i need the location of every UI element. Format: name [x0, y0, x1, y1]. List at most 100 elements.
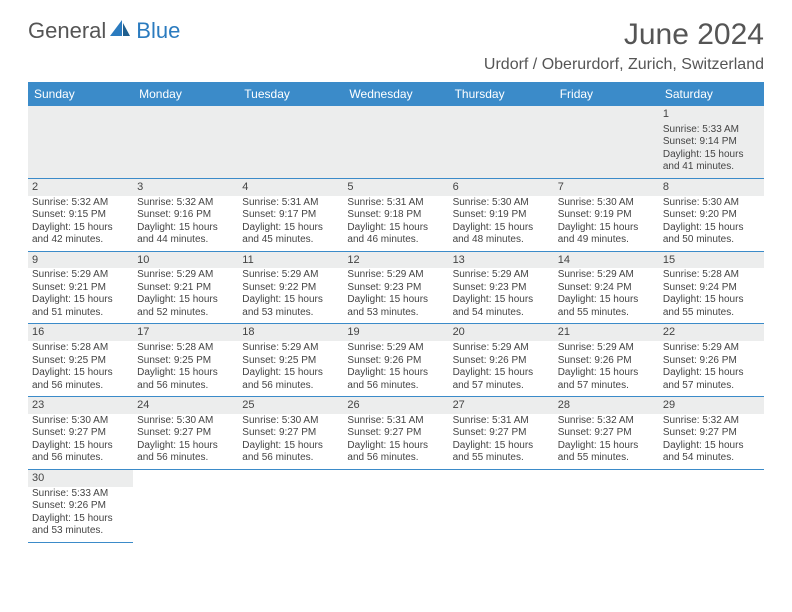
- calendar-row: 2Sunrise: 5:32 AMSunset: 9:15 PMDaylight…: [28, 178, 764, 251]
- day-number: 11: [238, 252, 343, 269]
- day-cell: 9Sunrise: 5:29 AMSunset: 9:21 PMDaylight…: [28, 251, 133, 324]
- weekday-header: Saturday: [659, 82, 764, 106]
- day-number: 29: [659, 397, 764, 414]
- day-details: Sunrise: 5:29 AMSunset: 9:21 PMDaylight:…: [137, 269, 234, 319]
- day-details: Sunrise: 5:32 AMSunset: 9:15 PMDaylight:…: [32, 197, 129, 247]
- day-number: 3: [133, 179, 238, 196]
- day-number: 27: [449, 397, 554, 414]
- day-cell: 13Sunrise: 5:29 AMSunset: 9:23 PMDayligh…: [449, 251, 554, 324]
- day-details: Sunrise: 5:29 AMSunset: 9:26 PMDaylight:…: [558, 342, 655, 392]
- weekday-header: Tuesday: [238, 82, 343, 106]
- day-cell: 30Sunrise: 5:33 AMSunset: 9:26 PMDayligh…: [28, 469, 133, 542]
- day-number: 9: [28, 252, 133, 269]
- calendar-row: 1Sunrise: 5:33 AMSunset: 9:14 PMDaylight…: [28, 106, 764, 178]
- day-details: Sunrise: 5:32 AMSunset: 9:27 PMDaylight:…: [663, 415, 760, 465]
- day-number: 26: [343, 397, 448, 414]
- day-details: Sunrise: 5:29 AMSunset: 9:21 PMDaylight:…: [32, 269, 129, 319]
- day-number: 17: [133, 324, 238, 341]
- day-details: Sunrise: 5:29 AMSunset: 9:26 PMDaylight:…: [663, 342, 760, 392]
- empty-cell: [28, 106, 133, 178]
- day-number: 10: [133, 252, 238, 269]
- day-details: Sunrise: 5:29 AMSunset: 9:26 PMDaylight:…: [453, 342, 550, 392]
- day-cell: 5Sunrise: 5:31 AMSunset: 9:18 PMDaylight…: [343, 178, 448, 251]
- day-number: 30: [28, 470, 133, 487]
- day-details: Sunrise: 5:31 AMSunset: 9:17 PMDaylight:…: [242, 197, 339, 247]
- day-cell: 17Sunrise: 5:28 AMSunset: 9:25 PMDayligh…: [133, 324, 238, 397]
- weekday-header: Sunday: [28, 82, 133, 106]
- calendar-row: 9Sunrise: 5:29 AMSunset: 9:21 PMDaylight…: [28, 251, 764, 324]
- empty-cell: [449, 106, 554, 178]
- day-details: Sunrise: 5:28 AMSunset: 9:25 PMDaylight:…: [32, 342, 129, 392]
- day-details: Sunrise: 5:33 AMSunset: 9:26 PMDaylight:…: [32, 488, 129, 538]
- day-details: Sunrise: 5:30 AMSunset: 9:27 PMDaylight:…: [137, 415, 234, 465]
- day-details: Sunrise: 5:29 AMSunset: 9:24 PMDaylight:…: [558, 269, 655, 319]
- logo-text-1: General: [28, 18, 106, 44]
- calendar-row: 23Sunrise: 5:30 AMSunset: 9:27 PMDayligh…: [28, 397, 764, 470]
- day-number: 2: [28, 179, 133, 196]
- day-number: 14: [554, 252, 659, 269]
- day-number: 23: [28, 397, 133, 414]
- month-title: June 2024: [484, 18, 764, 52]
- day-details: Sunrise: 5:30 AMSunset: 9:19 PMDaylight:…: [558, 197, 655, 247]
- day-cell: 22Sunrise: 5:29 AMSunset: 9:26 PMDayligh…: [659, 324, 764, 397]
- empty-cell: [449, 469, 554, 542]
- day-details: Sunrise: 5:29 AMSunset: 9:22 PMDaylight:…: [242, 269, 339, 319]
- day-number: 5: [343, 179, 448, 196]
- empty-cell: [554, 106, 659, 178]
- day-number: 20: [449, 324, 554, 341]
- day-details: Sunrise: 5:31 AMSunset: 9:27 PMDaylight:…: [453, 415, 550, 465]
- logo-text-2: Blue: [136, 18, 180, 44]
- day-details: Sunrise: 5:28 AMSunset: 9:25 PMDaylight:…: [137, 342, 234, 392]
- day-details: Sunrise: 5:30 AMSunset: 9:20 PMDaylight:…: [663, 197, 760, 247]
- day-details: Sunrise: 5:30 AMSunset: 9:19 PMDaylight:…: [453, 197, 550, 247]
- day-number: 7: [554, 179, 659, 196]
- day-cell: 27Sunrise: 5:31 AMSunset: 9:27 PMDayligh…: [449, 397, 554, 470]
- empty-cell: [343, 469, 448, 542]
- day-cell: 28Sunrise: 5:32 AMSunset: 9:27 PMDayligh…: [554, 397, 659, 470]
- day-cell: 1Sunrise: 5:33 AMSunset: 9:14 PMDaylight…: [659, 106, 764, 178]
- day-cell: 15Sunrise: 5:28 AMSunset: 9:24 PMDayligh…: [659, 251, 764, 324]
- day-details: Sunrise: 5:29 AMSunset: 9:25 PMDaylight:…: [242, 342, 339, 392]
- calendar-row: 16Sunrise: 5:28 AMSunset: 9:25 PMDayligh…: [28, 324, 764, 397]
- day-details: Sunrise: 5:33 AMSunset: 9:14 PMDaylight:…: [663, 124, 760, 174]
- day-number: 28: [554, 397, 659, 414]
- day-number: 13: [449, 252, 554, 269]
- day-number: 12: [343, 252, 448, 269]
- title-block: June 2024 Urdorf / Oberurdorf, Zurich, S…: [484, 18, 764, 74]
- empty-cell: [133, 469, 238, 542]
- day-cell: 10Sunrise: 5:29 AMSunset: 9:21 PMDayligh…: [133, 251, 238, 324]
- day-number: 8: [659, 179, 764, 196]
- day-details: Sunrise: 5:29 AMSunset: 9:23 PMDaylight:…: [347, 269, 444, 319]
- day-cell: 21Sunrise: 5:29 AMSunset: 9:26 PMDayligh…: [554, 324, 659, 397]
- day-cell: 26Sunrise: 5:31 AMSunset: 9:27 PMDayligh…: [343, 397, 448, 470]
- day-cell: 29Sunrise: 5:32 AMSunset: 9:27 PMDayligh…: [659, 397, 764, 470]
- calendar-row: 30Sunrise: 5:33 AMSunset: 9:26 PMDayligh…: [28, 469, 764, 542]
- day-number: 16: [28, 324, 133, 341]
- empty-cell: [238, 106, 343, 178]
- day-cell: 19Sunrise: 5:29 AMSunset: 9:26 PMDayligh…: [343, 324, 448, 397]
- day-details: Sunrise: 5:29 AMSunset: 9:23 PMDaylight:…: [453, 269, 550, 319]
- day-cell: 24Sunrise: 5:30 AMSunset: 9:27 PMDayligh…: [133, 397, 238, 470]
- day-cell: 16Sunrise: 5:28 AMSunset: 9:25 PMDayligh…: [28, 324, 133, 397]
- day-number: 1: [659, 106, 764, 123]
- day-details: Sunrise: 5:30 AMSunset: 9:27 PMDaylight:…: [32, 415, 129, 465]
- day-cell: 7Sunrise: 5:30 AMSunset: 9:19 PMDaylight…: [554, 178, 659, 251]
- day-cell: 4Sunrise: 5:31 AMSunset: 9:17 PMDaylight…: [238, 178, 343, 251]
- day-cell: 20Sunrise: 5:29 AMSunset: 9:26 PMDayligh…: [449, 324, 554, 397]
- weekday-header: Wednesday: [343, 82, 448, 106]
- day-details: Sunrise: 5:30 AMSunset: 9:27 PMDaylight:…: [242, 415, 339, 465]
- day-cell: 8Sunrise: 5:30 AMSunset: 9:20 PMDaylight…: [659, 178, 764, 251]
- weekday-header: Thursday: [449, 82, 554, 106]
- day-details: Sunrise: 5:29 AMSunset: 9:26 PMDaylight:…: [347, 342, 444, 392]
- day-number: 4: [238, 179, 343, 196]
- day-number: 6: [449, 179, 554, 196]
- day-number: 22: [659, 324, 764, 341]
- weekday-header: Friday: [554, 82, 659, 106]
- empty-cell: [554, 469, 659, 542]
- day-cell: 23Sunrise: 5:30 AMSunset: 9:27 PMDayligh…: [28, 397, 133, 470]
- day-cell: 2Sunrise: 5:32 AMSunset: 9:15 PMDaylight…: [28, 178, 133, 251]
- day-details: Sunrise: 5:31 AMSunset: 9:18 PMDaylight:…: [347, 197, 444, 247]
- sail-icon: [108, 18, 134, 44]
- weekday-header: Monday: [133, 82, 238, 106]
- empty-cell: [343, 106, 448, 178]
